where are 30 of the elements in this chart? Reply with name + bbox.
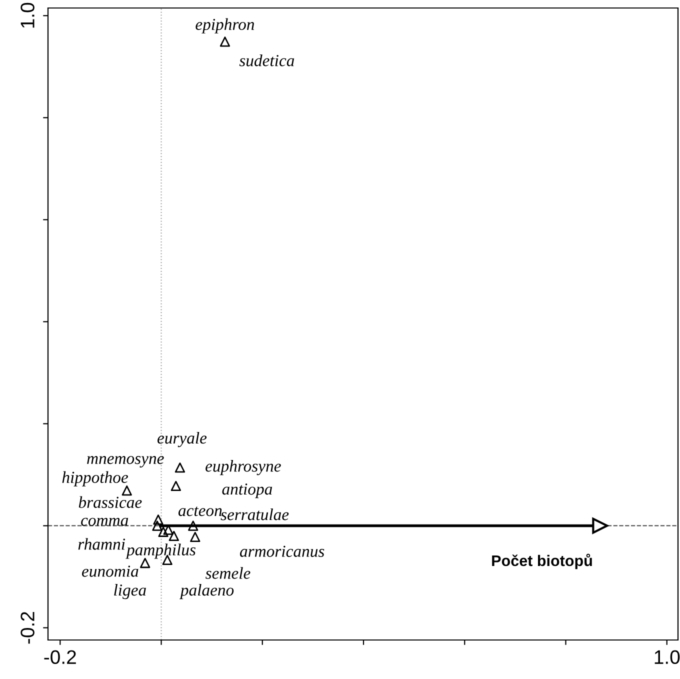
annotation: comma [81,518,128,526]
annotation: antiopa [222,484,272,498]
annotation: rhamni [78,538,126,550]
annotation: acteon [178,506,222,516]
annotation: eunomia [82,566,138,577]
annotation: epiphron [196,18,254,34]
point [592,518,608,534]
annotation: hippothoe [62,471,128,486]
annotation: pamphilus [126,544,196,559]
annotation: armoricanus [240,546,324,557]
point [153,514,164,525]
point [152,520,162,531]
point [220,36,230,47]
annotation: euphrosyne [206,460,281,476]
point [170,480,182,492]
point [122,485,132,496]
annotation: ligea [114,584,146,600]
annotation: serratulae [220,508,289,520]
annotation: euryale [158,432,207,448]
point [168,530,179,542]
annotation: sudetica [239,54,294,66]
annotation: semele [206,567,250,579]
annotation: brassicae [78,496,142,508]
point [174,462,186,473]
point [158,526,168,537]
annotation: palaeno [179,584,234,600]
point [188,520,198,531]
series-label: Počet biotopů [492,554,592,570]
annotation: mnemosyne [87,456,164,468]
point [190,532,200,542]
